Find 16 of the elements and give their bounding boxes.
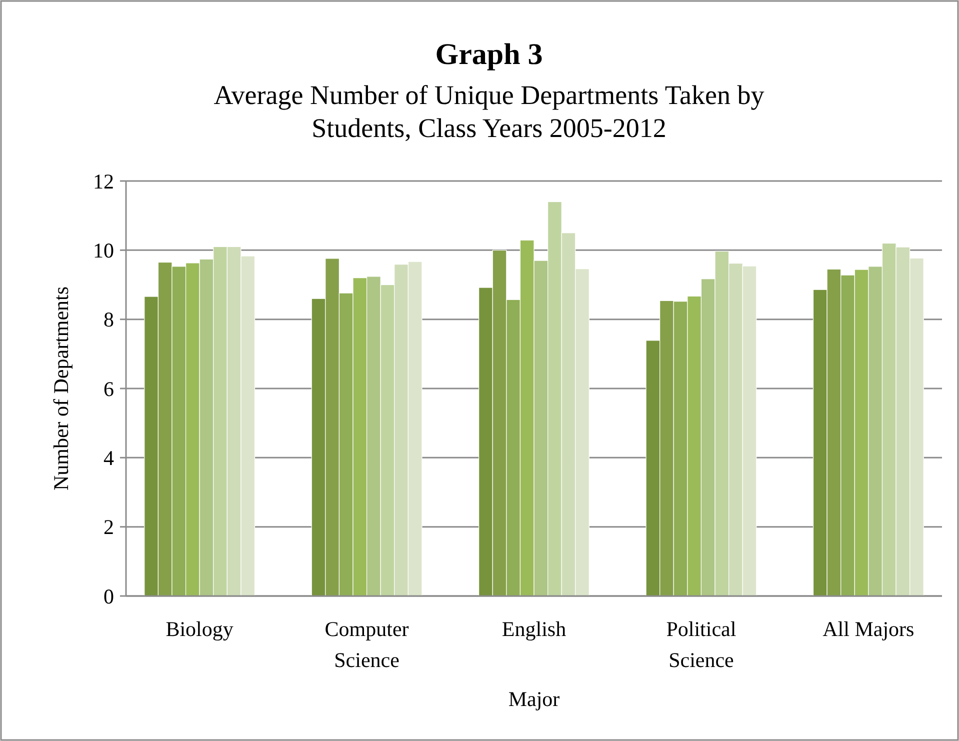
x-tick-label: Political Science: [666, 617, 736, 672]
x-axis-title: Major: [508, 687, 560, 711]
y-tick-label: 0: [104, 584, 114, 608]
x-tick-label: Biology: [166, 617, 234, 641]
x-tick-label: English: [502, 617, 567, 641]
y-tick-label: 2: [104, 515, 114, 540]
chart-title: Graph 3: [435, 38, 543, 71]
y-tick-label: 12: [93, 169, 114, 194]
y-tick-label: 6: [104, 376, 114, 401]
y-tick-label: 8: [104, 308, 114, 332]
y-axis-title: Number of Departments: [49, 286, 73, 491]
y-tick-label: 4: [104, 446, 114, 470]
chart-subtitle: Average Number of Unique Departments Taken by Students, Class Years 2005-2012: [214, 80, 765, 143]
y-tick-label: 10: [93, 238, 114, 263]
x-tick-label: Computer Science: [324, 617, 409, 672]
x-tick-label: All Majors: [822, 617, 914, 641]
